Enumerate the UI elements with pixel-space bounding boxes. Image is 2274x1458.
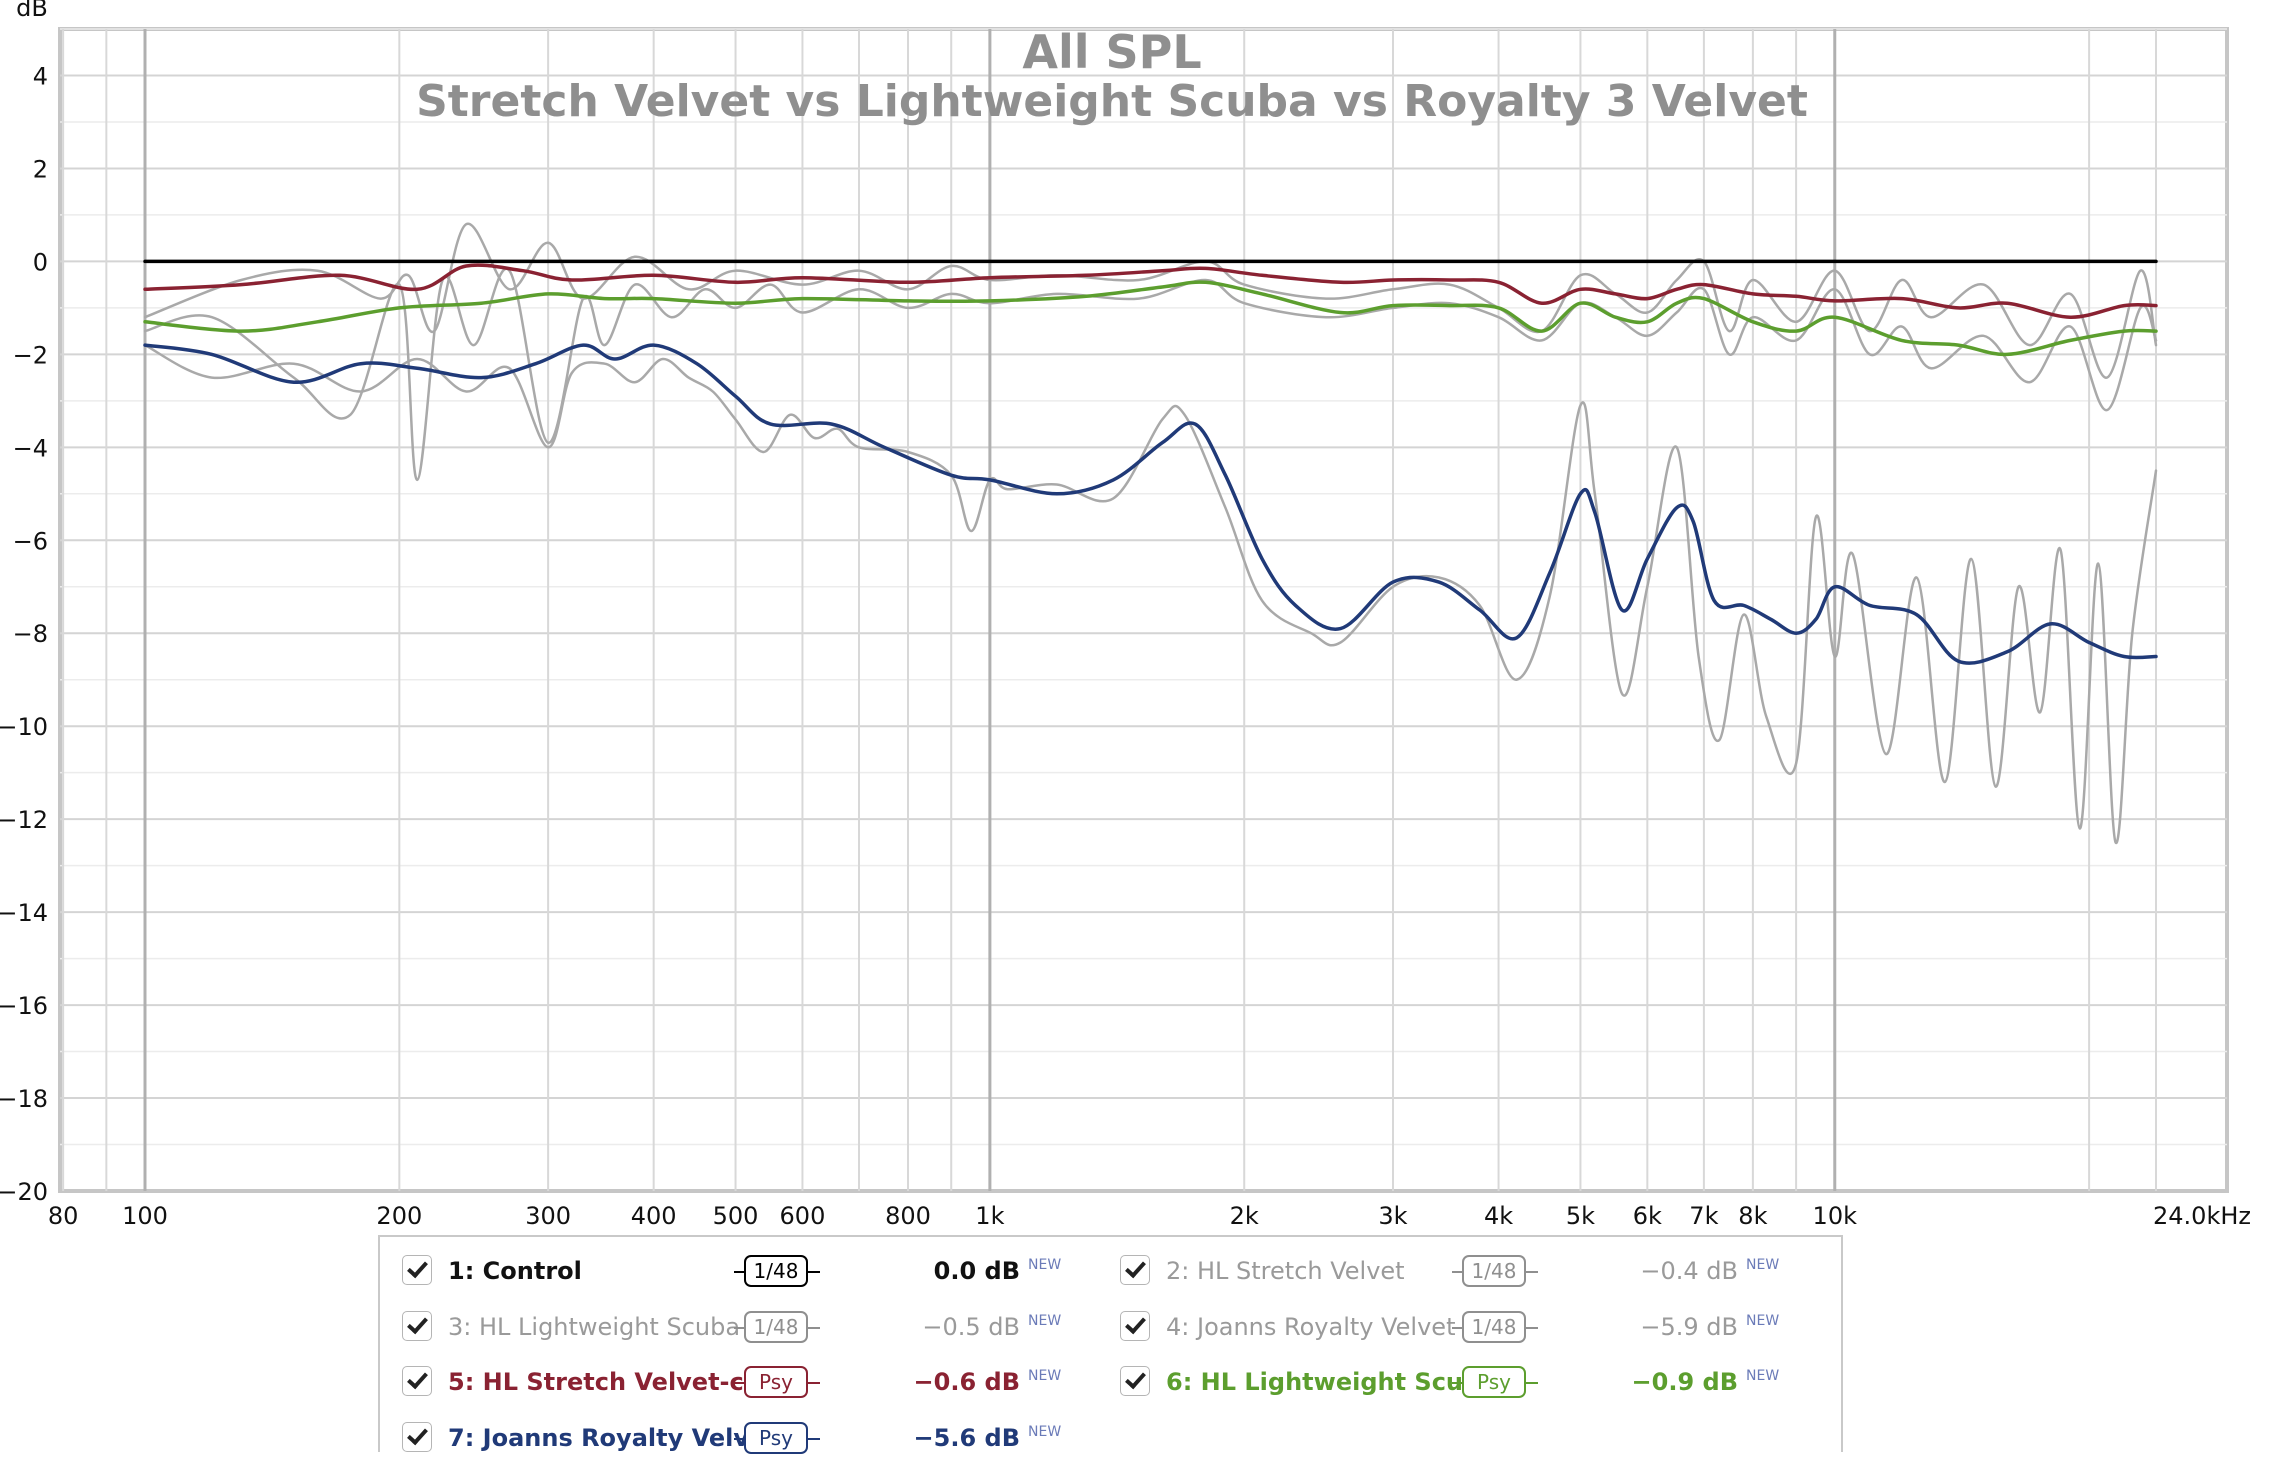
y-tick-label: −12	[0, 806, 48, 834]
x-tick-label: 200	[376, 1202, 422, 1230]
x-tick-label: 80	[48, 1202, 79, 1230]
chart-grid	[58, 27, 2229, 1193]
legend-checkbox[interactable]	[1120, 1366, 1150, 1396]
new-badge: NEW	[1746, 1313, 1780, 1329]
legend-label: 1: Control	[448, 1257, 582, 1285]
smoothing-badge[interactable]: 1/48	[744, 1255, 808, 1287]
y-tick-label: 0	[33, 248, 48, 276]
x-tick-label: 24.0kHz	[2153, 1202, 2251, 1230]
legend-checkbox[interactable]	[402, 1255, 432, 1285]
y-tick-labels: 4 2 0 −2 −4 −6 −8 −10 −12 −14 −16 −18 −20	[0, 62, 48, 1206]
chart-title: All SPL	[1022, 25, 1201, 79]
smoothing-control[interactable]: 1/48	[1452, 1311, 1538, 1345]
x-tick-label: 4k	[1484, 1202, 1513, 1230]
new-badge: NEW	[1028, 1424, 1062, 1440]
y-tick-label: −20	[0, 1178, 48, 1206]
smoothing-badge[interactable]: 1/48	[744, 1311, 808, 1343]
y-tick-label: −10	[0, 713, 48, 741]
x-tick-label: 300	[525, 1202, 571, 1230]
smoothing-badge[interactable]: Psy	[1462, 1366, 1526, 1398]
smoothing-control[interactable]: Psy	[734, 1422, 820, 1456]
x-tick-label: 800	[885, 1202, 931, 1230]
series-line-7	[143, 343, 2158, 665]
offset-value: −5.6 dB	[913, 1424, 1020, 1452]
x-tick-label: 6k	[1633, 1202, 1662, 1230]
x-tick-label: 600	[780, 1202, 826, 1230]
smoothing-control[interactable]: 1/48	[734, 1255, 820, 1289]
smoothing-badge[interactable]: Psy	[744, 1422, 808, 1454]
x-tick-label: 2k	[1230, 1202, 1259, 1230]
y-tick-label: −14	[0, 899, 48, 927]
series-line-3	[143, 343, 2158, 844]
y-tick-label: −18	[0, 1085, 48, 1113]
smoothing-control[interactable]: 1/48	[1452, 1255, 1538, 1289]
chart-subtitle: Stretch Velvet vs Lightweight Scuba vs R…	[416, 76, 1808, 127]
offset-value: −0.5 dB	[922, 1313, 1020, 1341]
series-line-1	[143, 222, 2158, 379]
x-tick-label: 10k	[1813, 1202, 1858, 1230]
legend-checkbox[interactable]	[402, 1311, 432, 1341]
offset-value: −0.9 dB	[1631, 1368, 1738, 1396]
x-tick-labels: 80 100 200 300 400 500 600 800 1k 2k 3k 4k 5k 6k 7k 8k 1…	[48, 1202, 2251, 1230]
offset-value: −0.6 dB	[913, 1368, 1020, 1396]
y-tick-label: −2	[13, 341, 48, 369]
legend-label: 4: Joanns Royalty Velvet	[1166, 1313, 1456, 1341]
smoothing-badge[interactable]: 1/48	[1462, 1255, 1526, 1287]
offset-value: −0.4 dB	[1640, 1257, 1738, 1285]
new-badge: NEW	[1746, 1368, 1780, 1384]
smoothing-control[interactable]: Psy	[1452, 1366, 1538, 1400]
offset-value: −5.9 dB	[1640, 1313, 1738, 1341]
plot-frame	[58, 27, 2229, 1193]
legend-label: 2: HL Stretch Velvet	[1166, 1257, 1405, 1285]
y-tick-label: −8	[13, 620, 48, 648]
new-badge: NEW	[1028, 1368, 1062, 1384]
x-tick-label: 5k	[1566, 1202, 1595, 1230]
y-tick-label: 4	[33, 62, 48, 90]
legend-checkbox[interactable]	[402, 1366, 432, 1396]
x-tick-label: 100	[122, 1202, 168, 1230]
y-tick-label: −16	[0, 992, 48, 1020]
new-badge: NEW	[1746, 1257, 1780, 1273]
series-lines	[143, 222, 2158, 844]
y-tick-label: −6	[13, 527, 48, 555]
legend-checkbox[interactable]	[402, 1422, 432, 1452]
x-tick-label: 3k	[1378, 1202, 1407, 1230]
legend-checkbox[interactable]	[1120, 1311, 1150, 1341]
x-tick-label: 1k	[975, 1202, 1004, 1230]
series-line-6	[143, 280, 2158, 357]
smoothing-badge[interactable]: Psy	[744, 1366, 808, 1398]
legend: 1: Control 1/48 0.0 dB NEW 2: HL Stretch Vel…	[378, 1235, 1843, 1454]
legend-label: 3: HL Lightweight Scuba	[448, 1313, 741, 1341]
x-tick-label: 500	[713, 1202, 759, 1230]
smoothing-control[interactable]: 1/48	[734, 1311, 820, 1345]
x-tick-label: 400	[631, 1202, 677, 1230]
y-axis-label: dB	[16, 0, 48, 22]
smoothing-control[interactable]: Psy	[734, 1366, 820, 1400]
new-badge: NEW	[1028, 1257, 1062, 1273]
legend-checkbox[interactable]	[1120, 1255, 1150, 1285]
new-badge: NEW	[1028, 1313, 1062, 1329]
smoothing-badge[interactable]: 1/48	[1462, 1311, 1526, 1343]
x-tick-label: 8k	[1738, 1202, 1767, 1230]
x-tick-label: 7k	[1689, 1202, 1718, 1230]
series-line-5	[143, 263, 2158, 319]
y-tick-label: −4	[13, 434, 48, 462]
y-tick-label: 2	[33, 155, 48, 183]
offset-value: 0.0 dB	[933, 1257, 1020, 1285]
